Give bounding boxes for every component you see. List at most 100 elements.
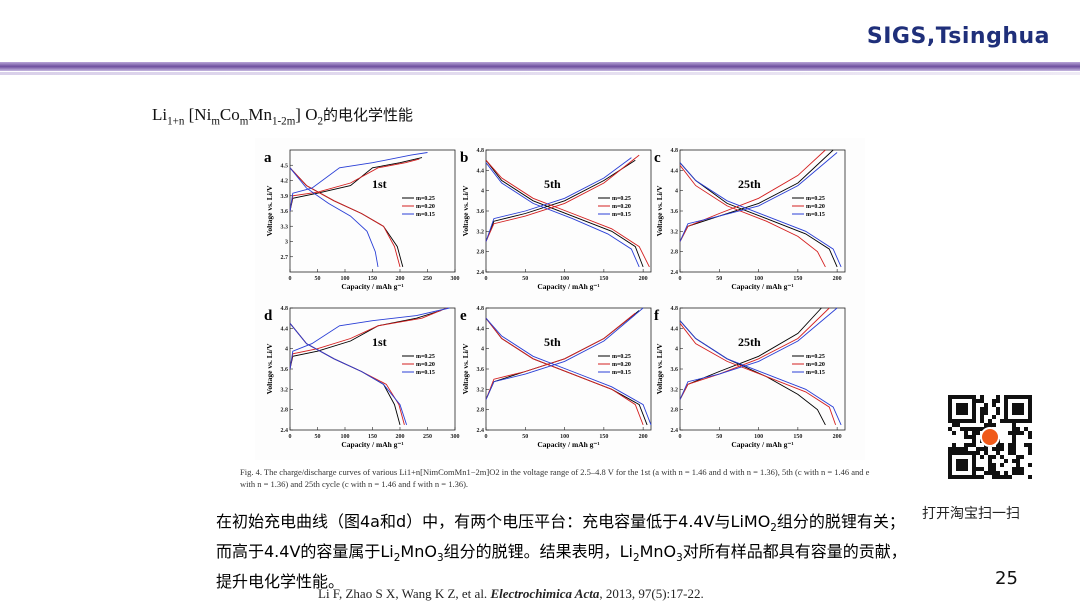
- qr-module: [980, 419, 984, 423]
- qr-module: [1012, 447, 1016, 451]
- x-tick-label: 0: [289, 276, 292, 282]
- qr-module: [972, 443, 976, 447]
- qr-module: [1004, 475, 1008, 479]
- qr-module: [992, 471, 996, 475]
- y-tick-label: 4.8: [671, 148, 679, 154]
- qr-module: [968, 475, 972, 479]
- x-tick-label: 200: [639, 434, 648, 440]
- qr-module: [964, 403, 968, 407]
- heading-part: [Ni: [184, 105, 212, 124]
- qr-module: [1012, 459, 1016, 463]
- header-bar-shadow: [0, 72, 1080, 75]
- x-tick-label: 0: [485, 434, 488, 440]
- qr-module: [964, 395, 968, 399]
- qr-module: [1012, 467, 1016, 471]
- figure: 0 50 100 150 200 250 300 2.7 3 3.3 3.6 3.9 4.2 4.5 Cap…: [264, 148, 846, 449]
- qr-module: [1024, 427, 1028, 431]
- qr-module: [1020, 419, 1024, 423]
- y-tick-label: 4.8: [281, 306, 289, 312]
- qr-module: [1024, 419, 1028, 423]
- x-axis-label: Capacity / mAh g⁻¹: [341, 282, 403, 291]
- body-part: MnO: [639, 542, 677, 562]
- heading-text: 的电化学性能: [323, 106, 414, 124]
- legend-label: m=0.20: [806, 204, 825, 210]
- body-part: 3: [676, 552, 683, 565]
- body-part: 2: [393, 552, 401, 565]
- qr-module: [984, 447, 988, 451]
- qr-module: [980, 411, 984, 415]
- qr-module: [948, 463, 952, 467]
- curve: [485, 312, 644, 426]
- qr-logo: [980, 427, 1000, 447]
- qr-module: [1020, 467, 1024, 471]
- qr-module: [984, 451, 988, 455]
- x-tick-label: 100: [341, 276, 350, 282]
- qr-module: [992, 399, 996, 403]
- x-tick-label: 50: [716, 434, 722, 440]
- qr-module: [976, 399, 980, 403]
- qr-module: [1000, 419, 1004, 423]
- qr-module: [984, 471, 988, 475]
- qr-module: [972, 439, 976, 443]
- qr-module: [988, 419, 992, 423]
- cycle-label: 1st: [372, 335, 387, 349]
- qr-module: [1000, 443, 1004, 447]
- y-tick-label: 3.3: [281, 224, 289, 230]
- qr-module: [964, 463, 968, 467]
- qr-module: [968, 451, 972, 455]
- qr-module: [972, 411, 976, 415]
- body-part: 对所有样品都具有容量的贡献，提升电化学性能。: [216, 542, 907, 592]
- qr-module: [980, 447, 984, 451]
- qr-module: [972, 395, 976, 399]
- qr-module: [960, 447, 964, 451]
- cite-journal: Electrochimica Acta: [490, 586, 600, 601]
- qr-module: [960, 451, 964, 455]
- qr-module: [1016, 403, 1020, 407]
- qr-module: [960, 419, 964, 423]
- qr-module: [1004, 395, 1008, 399]
- y-axis-label: Voltage vs. Li/V: [461, 185, 470, 236]
- y-tick-label: 2.4: [671, 428, 679, 434]
- heading-part: 1+n: [167, 115, 185, 128]
- qr-module: [964, 467, 968, 471]
- heading-part: Li: [152, 105, 168, 124]
- legend-label: m=0.15: [416, 212, 435, 218]
- qr-module: [1028, 411, 1032, 415]
- qr-module: [972, 463, 976, 467]
- qr-module: [956, 403, 960, 407]
- cycle-label: 25th: [738, 177, 761, 191]
- body-text: 在初始充电曲线（图4a和d）中，有两个电压平台：充电容量低于4.4V与LiMO 2…: [216, 510, 916, 594]
- y-tick-label: 3.6: [671, 209, 679, 215]
- y-tick-label: 3.2: [281, 387, 289, 393]
- qr-module: [1016, 467, 1020, 471]
- qr-module: [1024, 443, 1028, 447]
- y-tick-label: 4: [285, 347, 288, 353]
- y-tick-label: 2.8: [671, 250, 679, 256]
- y-tick-label: 3.2: [477, 387, 485, 393]
- y-tick-label: 3.6: [671, 367, 679, 373]
- heading-part: 1-2m: [271, 115, 296, 128]
- legend-label: m=0.15: [416, 370, 435, 376]
- body-part: 3: [436, 552, 444, 565]
- qr-module: [980, 407, 984, 411]
- x-tick-label: 200: [639, 276, 648, 282]
- panel-letter: f: [654, 308, 660, 324]
- qr-module: [948, 459, 952, 463]
- qr-module: [964, 475, 968, 479]
- qr-module: [980, 395, 984, 399]
- qr-module: [1000, 475, 1004, 479]
- qr-module: [952, 419, 956, 423]
- qr-module: [1004, 415, 1008, 419]
- legend-label: m=0.25: [806, 196, 825, 202]
- qr-module: [1004, 471, 1008, 475]
- y-axis-label: Voltage vs. Li/V: [265, 185, 274, 236]
- body-part: 在初始充电曲线（图4a和d）中，有两个电压平台：充电容量低于4.4V与LiMO: [216, 512, 771, 531]
- legend-label: m=0.25: [806, 354, 825, 360]
- qr-module: [976, 467, 980, 471]
- curve: [485, 154, 650, 268]
- qr-module: [972, 471, 976, 475]
- x-tick-label: 300: [451, 276, 460, 282]
- heading-part: m: [239, 115, 249, 128]
- qr-module: [980, 455, 984, 459]
